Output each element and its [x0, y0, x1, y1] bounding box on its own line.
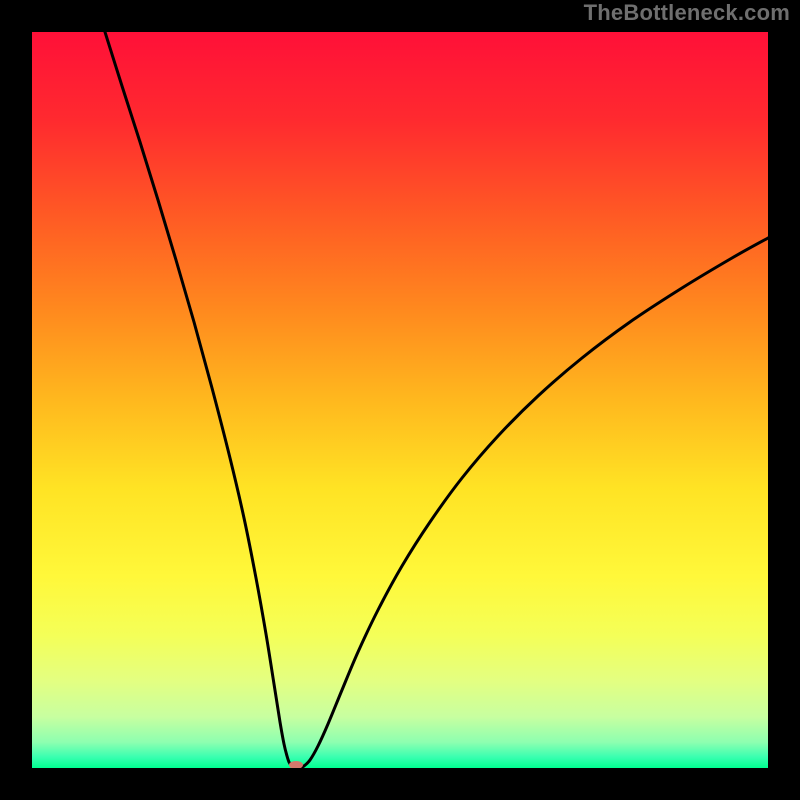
plot-area: [32, 32, 768, 768]
watermark-text: TheBottleneck.com: [584, 0, 790, 26]
gradient-background: [32, 32, 768, 768]
